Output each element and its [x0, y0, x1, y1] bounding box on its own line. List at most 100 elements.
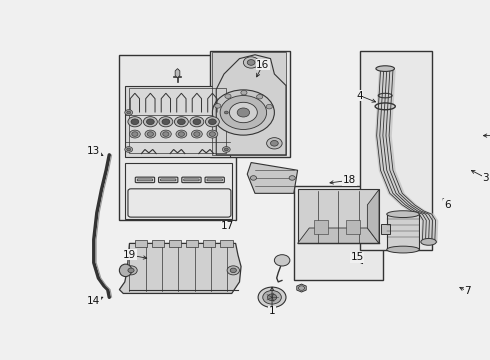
Circle shape [177, 119, 185, 125]
Bar [381, 224, 390, 234]
Circle shape [241, 90, 247, 95]
Circle shape [215, 104, 221, 108]
Circle shape [205, 117, 220, 127]
Circle shape [274, 255, 290, 266]
Bar [346, 220, 361, 234]
Circle shape [127, 111, 131, 114]
Circle shape [237, 108, 249, 117]
Text: 15: 15 [351, 252, 364, 262]
Text: 6: 6 [444, 200, 450, 210]
FancyBboxPatch shape [137, 179, 153, 181]
Circle shape [258, 287, 286, 307]
Circle shape [224, 111, 228, 114]
FancyBboxPatch shape [205, 177, 224, 183]
Text: 1: 1 [269, 306, 275, 316]
Bar [220, 239, 233, 247]
Polygon shape [368, 189, 379, 243]
Circle shape [257, 94, 263, 99]
Circle shape [129, 130, 140, 138]
Bar [152, 239, 164, 247]
Circle shape [229, 102, 257, 123]
Text: 16: 16 [256, 60, 270, 70]
Circle shape [222, 147, 230, 152]
Circle shape [178, 132, 184, 136]
Circle shape [190, 117, 204, 127]
Text: 7: 7 [464, 286, 471, 296]
Circle shape [174, 117, 188, 127]
Bar [125, 86, 230, 157]
Text: 14: 14 [87, 296, 100, 306]
Circle shape [225, 94, 231, 99]
Circle shape [267, 138, 282, 149]
Bar [210, 51, 290, 157]
Circle shape [128, 117, 142, 127]
Text: 4: 4 [356, 91, 363, 100]
Ellipse shape [376, 66, 394, 71]
Circle shape [250, 176, 257, 180]
Circle shape [268, 294, 277, 301]
Text: 13: 13 [87, 146, 100, 156]
Bar [297, 189, 379, 243]
Circle shape [144, 117, 157, 127]
Bar [135, 239, 147, 247]
Circle shape [125, 110, 133, 115]
Circle shape [244, 57, 259, 68]
Bar [314, 220, 328, 234]
Circle shape [147, 132, 153, 136]
Circle shape [159, 117, 173, 127]
Circle shape [207, 130, 218, 138]
Circle shape [176, 130, 187, 138]
Bar [294, 186, 383, 280]
Bar [387, 214, 419, 249]
Circle shape [132, 132, 138, 136]
Circle shape [128, 268, 134, 273]
FancyBboxPatch shape [135, 177, 155, 183]
Circle shape [224, 148, 228, 151]
Circle shape [162, 119, 170, 125]
Circle shape [212, 90, 274, 135]
Bar [203, 239, 216, 247]
Circle shape [145, 130, 156, 138]
Circle shape [222, 110, 230, 115]
FancyBboxPatch shape [182, 177, 201, 183]
Circle shape [125, 266, 137, 275]
Circle shape [270, 140, 278, 146]
Ellipse shape [421, 238, 437, 245]
FancyBboxPatch shape [207, 179, 222, 181]
FancyBboxPatch shape [160, 179, 176, 181]
Circle shape [163, 132, 169, 136]
Text: 19: 19 [123, 250, 136, 260]
Circle shape [263, 291, 281, 304]
Ellipse shape [387, 211, 419, 217]
Circle shape [125, 147, 133, 152]
Bar [169, 239, 181, 247]
Polygon shape [247, 163, 297, 193]
Circle shape [131, 119, 139, 125]
Text: 18: 18 [343, 175, 356, 185]
FancyBboxPatch shape [184, 179, 199, 181]
Circle shape [160, 130, 172, 138]
Circle shape [266, 104, 272, 109]
FancyBboxPatch shape [159, 177, 178, 183]
Circle shape [289, 176, 295, 180]
Polygon shape [297, 228, 379, 243]
Text: 3: 3 [483, 173, 489, 183]
Circle shape [194, 132, 200, 136]
Circle shape [192, 130, 202, 138]
Circle shape [147, 119, 154, 125]
Circle shape [220, 95, 267, 130]
Ellipse shape [120, 264, 132, 276]
Circle shape [227, 266, 240, 275]
Bar [212, 53, 286, 155]
Polygon shape [175, 69, 180, 78]
Text: 17: 17 [221, 221, 235, 231]
Circle shape [298, 286, 305, 290]
Circle shape [230, 268, 236, 273]
Bar [120, 55, 236, 220]
Circle shape [209, 132, 216, 136]
Bar [186, 239, 198, 247]
Ellipse shape [387, 246, 419, 253]
Circle shape [193, 119, 201, 125]
Circle shape [247, 60, 255, 65]
Polygon shape [297, 284, 306, 292]
